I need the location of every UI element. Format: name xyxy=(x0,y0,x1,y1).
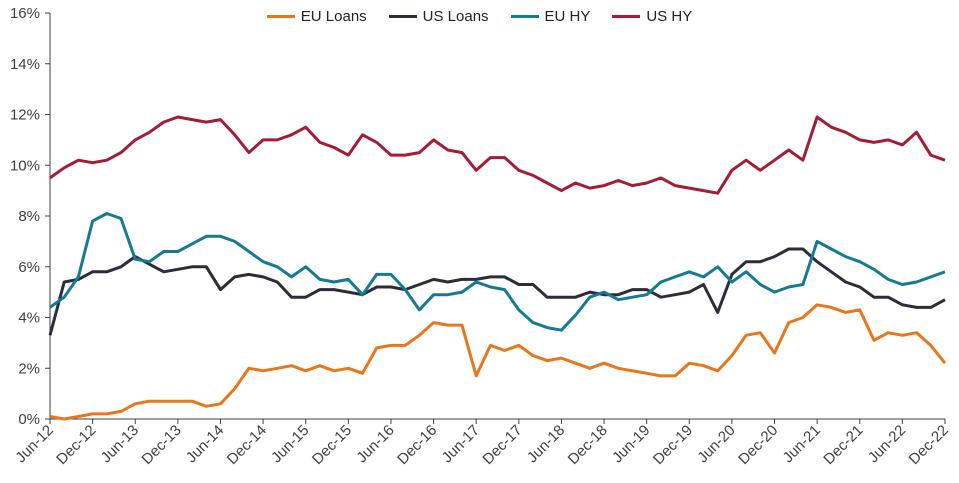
legend-swatch xyxy=(612,15,641,18)
legend: EU Loans US Loans EU HY US HY xyxy=(0,8,959,25)
legend-item: US Loans xyxy=(388,8,489,25)
legend-swatch xyxy=(266,15,295,18)
series-line-us-hy xyxy=(49,115,946,195)
legend-swatch xyxy=(510,15,539,18)
x-tick-label: Dec-12 xyxy=(53,422,99,468)
x-tick-label: Jun-17 xyxy=(439,422,483,466)
y-tick-label: 12% xyxy=(10,107,40,124)
series-line-eu-hy xyxy=(49,212,946,332)
y-tick-label: 0% xyxy=(18,411,40,428)
x-tick-label: Jun-19 xyxy=(609,422,653,466)
legend-swatch xyxy=(388,15,417,18)
y-tick-label: 6% xyxy=(18,259,40,276)
series-line-us-loans xyxy=(48,247,946,336)
x-tick-label: Dec-17 xyxy=(479,422,525,468)
x-tick-label: Jun-18 xyxy=(524,422,568,466)
legend-label: US HY xyxy=(646,8,693,25)
legend-label: US Loans xyxy=(422,8,489,25)
x-tick-label: Dec-14 xyxy=(224,422,270,468)
legend-item: US HY xyxy=(612,8,692,25)
x-tick-label: Jun-16 xyxy=(353,422,397,466)
x-tick-label: Jun-21 xyxy=(780,422,824,466)
x-tick-label: Dec-20 xyxy=(735,422,781,468)
x-tick-label: Jun-13 xyxy=(98,422,142,466)
y-tick-label: 4% xyxy=(18,310,40,327)
x-tick-label: Dec-21 xyxy=(820,422,866,468)
x-tick-label: Dec-19 xyxy=(650,422,696,468)
x-tick-label: Jun-14 xyxy=(183,422,227,466)
y-tick-label: 8% xyxy=(18,208,40,225)
y-tick-label: 10% xyxy=(10,157,40,174)
y-tick-label: 14% xyxy=(10,56,40,73)
x-tick-label: Dec-22 xyxy=(906,422,952,468)
x-tick-label: Jun-22 xyxy=(865,422,909,466)
series-line-eu-loans xyxy=(49,303,947,421)
x-tick-label: Dec-13 xyxy=(138,422,184,468)
legend-label: EU Loans xyxy=(300,8,367,25)
legend-item: EU HY xyxy=(510,8,591,25)
y-tick-label: 2% xyxy=(18,360,40,377)
x-tick-label: Jun-20 xyxy=(694,422,738,466)
legend-item: EU Loans xyxy=(266,8,367,25)
x-tick-label: Jun-15 xyxy=(268,422,312,466)
x-tick-label: Dec-16 xyxy=(394,422,440,468)
x-tick-label: Dec-18 xyxy=(565,422,611,468)
legend-label: EU HY xyxy=(544,8,591,25)
y-tick-label: 16% xyxy=(10,5,40,22)
x-tick-label: Jun-12 xyxy=(12,422,56,466)
x-tick-label: Dec-15 xyxy=(309,422,355,468)
